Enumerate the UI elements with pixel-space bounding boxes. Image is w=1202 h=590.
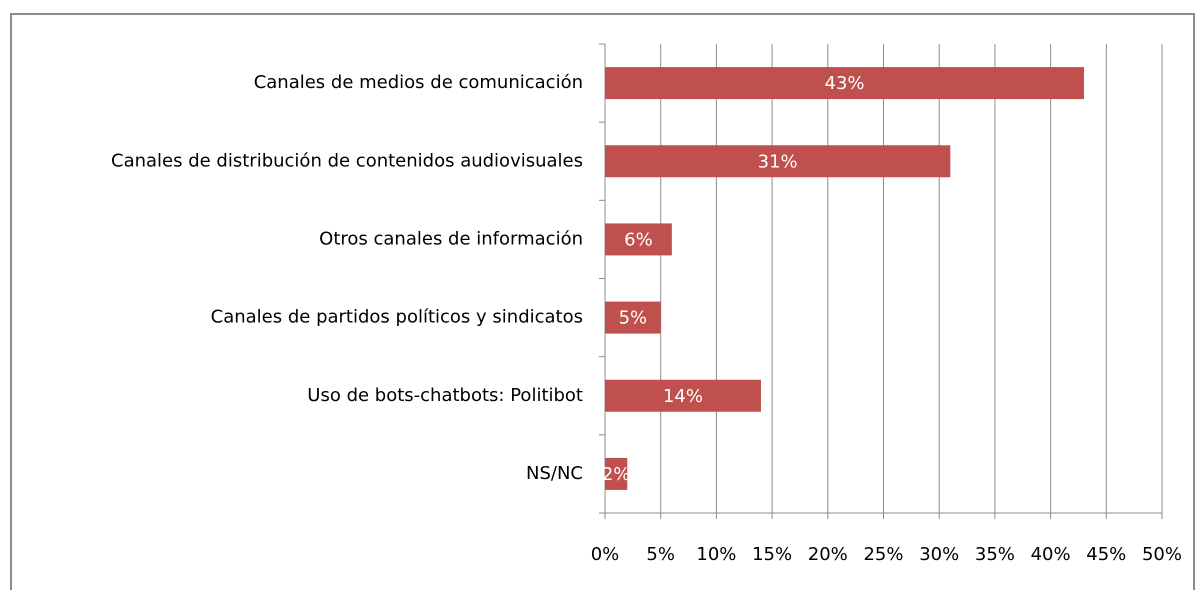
- x-tick-label: 35%: [975, 544, 1015, 565]
- x-tick-label: 15%: [752, 544, 792, 565]
- bar: [605, 145, 951, 178]
- data-label: 5%: [619, 308, 648, 329]
- x-tick-label: 25%: [863, 544, 903, 565]
- y-tick-label: Canales de medios de comunicación: [254, 72, 583, 93]
- x-tick-label: 20%: [808, 544, 848, 565]
- data-label: 31%: [758, 151, 798, 172]
- bar: [605, 457, 628, 490]
- data-label: 2%: [602, 464, 631, 485]
- data-label: 6%: [624, 229, 653, 250]
- chart-frame: [10, 13, 1195, 590]
- y-tick-label: Canales de distribución de contenidos au…: [111, 150, 583, 171]
- data-label: 14%: [663, 386, 703, 407]
- x-tick-label: 30%: [919, 544, 959, 565]
- x-tick-label: 50%: [1142, 544, 1182, 565]
- y-tick-label: Otros canales de información: [319, 228, 583, 249]
- bar: [605, 301, 661, 334]
- x-tick-label: 10%: [696, 544, 736, 565]
- y-tick-label: Canales de partidos políticos y sindicat…: [211, 307, 583, 328]
- x-tick-label: 40%: [1031, 544, 1071, 565]
- bar: [605, 67, 1085, 100]
- y-tick-label: Uso de bots-chatbots: Politibot: [307, 385, 583, 406]
- bar: [605, 223, 672, 256]
- x-tick-label: 0%: [591, 544, 620, 565]
- bar: [605, 379, 761, 412]
- data-label: 43%: [825, 73, 865, 94]
- x-tick-label: 45%: [1086, 544, 1126, 565]
- x-tick-label: 5%: [646, 544, 675, 565]
- y-tick-label: NS/NC: [526, 463, 583, 484]
